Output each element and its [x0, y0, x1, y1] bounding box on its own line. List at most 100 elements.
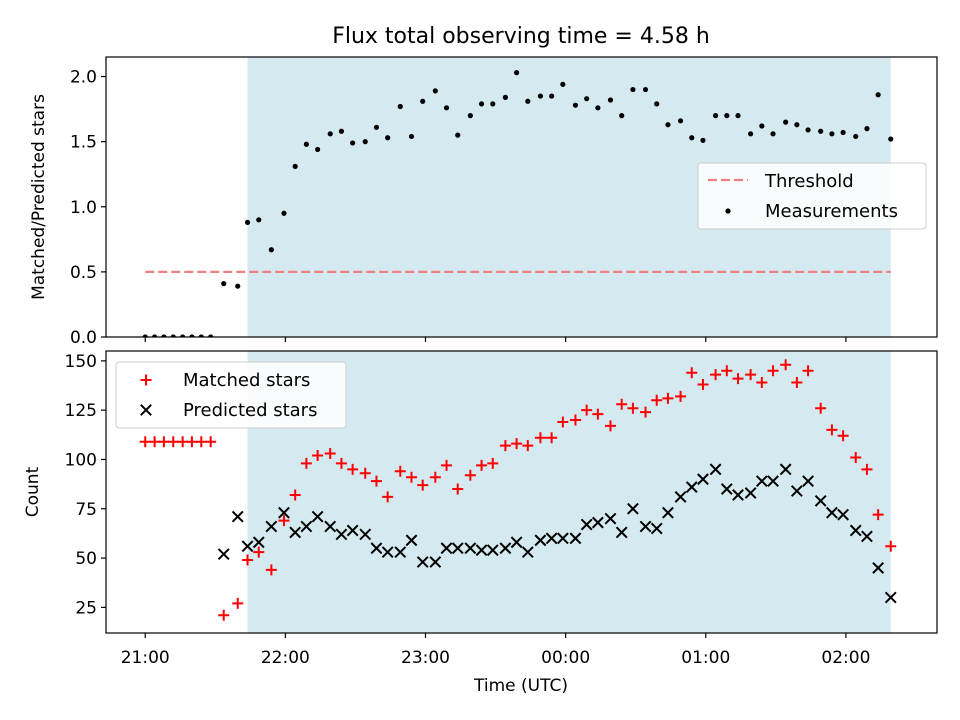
bottom-plot-area — [139, 351, 897, 633]
measurement-point — [198, 334, 204, 337]
bottom-y-tick-label: 75 — [75, 500, 97, 520]
matched-star-point — [359, 467, 371, 479]
legend-threshold-label: Threshold — [764, 171, 854, 192]
predicted-star-point — [370, 542, 383, 555]
matched-star-point — [499, 440, 511, 452]
bottom-x-tick-label: 00:00 — [541, 648, 590, 668]
predicted-star-point — [231, 510, 244, 523]
predicted-star-point — [650, 522, 663, 535]
matched-star-point — [324, 448, 336, 460]
measurement-point — [665, 122, 671, 128]
measurement-point — [373, 124, 380, 130]
predicted-star-point — [217, 548, 230, 561]
measurement-point — [735, 113, 741, 119]
predicted-star-point — [278, 506, 290, 519]
predicted-star-point — [685, 481, 698, 493]
measurement-point — [770, 131, 776, 137]
matched-star-point — [546, 432, 558, 444]
matched-star-point — [592, 408, 604, 420]
predicted-star-point — [779, 463, 792, 476]
matched-star-point — [511, 438, 523, 450]
measurement-point — [840, 129, 846, 136]
matched-star-point — [569, 414, 581, 426]
matched-star-point — [581, 404, 593, 416]
predicted-star-point — [464, 542, 477, 555]
bottom-y-tick-label: 25 — [75, 598, 97, 618]
predicted-star-point — [569, 532, 582, 545]
predicted-star-point — [300, 520, 313, 533]
measurement-point — [630, 86, 636, 93]
bottom-x-tick-label: 02:00 — [821, 648, 870, 668]
matched-star-point — [382, 491, 394, 503]
matched-star-point — [476, 459, 488, 471]
matched-star-point — [616, 398, 628, 410]
matched-star-point — [791, 377, 803, 389]
matched-star-point — [452, 483, 464, 495]
top-y-axis-label: Matched/Predicted stars — [29, 94, 49, 300]
measurement-point — [189, 334, 195, 337]
measurement-point — [490, 101, 496, 107]
legend-matched-label: Matched stars — [183, 370, 310, 391]
matched-star-point — [347, 463, 359, 475]
matched-star-point — [405, 471, 417, 483]
matched-star-point — [242, 554, 254, 566]
top-legend-box — [697, 162, 927, 230]
predicted-star-point — [709, 463, 722, 476]
matched-star-point — [158, 436, 170, 448]
measurement-point — [677, 118, 684, 124]
matched-star-point — [167, 436, 179, 448]
matched-star-point — [487, 457, 499, 469]
measurement-point — [595, 105, 601, 111]
measurement-point — [327, 131, 333, 137]
measurement-point — [700, 137, 706, 143]
predicted-star-point — [311, 510, 324, 523]
matched-star-point — [149, 436, 161, 448]
measurement-point — [478, 101, 485, 107]
measurement-point — [805, 127, 811, 133]
matched-star-point — [139, 436, 151, 448]
matched-star-point — [627, 402, 639, 414]
measurement-point — [888, 136, 894, 142]
predicted-star-point — [486, 544, 499, 557]
predicted-star-point — [837, 508, 850, 521]
predicted-star-point — [861, 530, 873, 543]
predicted-star-point — [545, 532, 558, 545]
measurement-point — [549, 93, 555, 99]
legend-measurements-swatch — [725, 208, 731, 214]
legend-matched-swatch — [140, 374, 152, 386]
predicted-star-point — [252, 536, 265, 549]
matched-star-point — [686, 367, 698, 379]
matched-star-point — [265, 564, 277, 576]
bottom-legend-box — [115, 361, 347, 429]
measurement-point — [525, 98, 531, 104]
predicted-star-point — [849, 524, 862, 537]
predicted-star-point — [697, 473, 709, 486]
measurement-point — [560, 81, 566, 87]
predicted-star-point — [324, 520, 337, 533]
matched-star-point — [872, 509, 884, 521]
matched-star-point — [732, 373, 744, 385]
predicted-star-point — [499, 542, 512, 555]
predicted-star-point — [289, 526, 302, 539]
matched-star-point — [300, 457, 312, 469]
measurement-point — [161, 334, 167, 337]
predicted-star-point — [429, 556, 442, 568]
measurement-point — [748, 131, 754, 137]
measurement-point — [513, 70, 520, 76]
matched-star-point — [815, 402, 827, 414]
predicted-star-point — [755, 475, 768, 488]
bottom-panel: 25 50 75 100 125 150 21:00 22:00 23:00 00:00 01:00… — [65, 350, 938, 668]
top-y-tick-label: 0.0 — [70, 328, 97, 348]
bottom-x-tick-label: 01:00 — [681, 648, 730, 668]
predicted-star-point — [510, 536, 523, 549]
matched-star-point — [205, 436, 217, 448]
predicted-star-point — [451, 542, 464, 555]
matched-star-point — [335, 457, 347, 469]
matched-star-point — [557, 416, 569, 428]
measurement-point — [502, 94, 508, 100]
measurement-point — [455, 132, 461, 138]
measurement-point — [642, 86, 649, 93]
predicted-star-point — [580, 518, 593, 531]
top-legend: Threshold Measurements — [697, 162, 927, 230]
measurement-point — [397, 103, 403, 110]
